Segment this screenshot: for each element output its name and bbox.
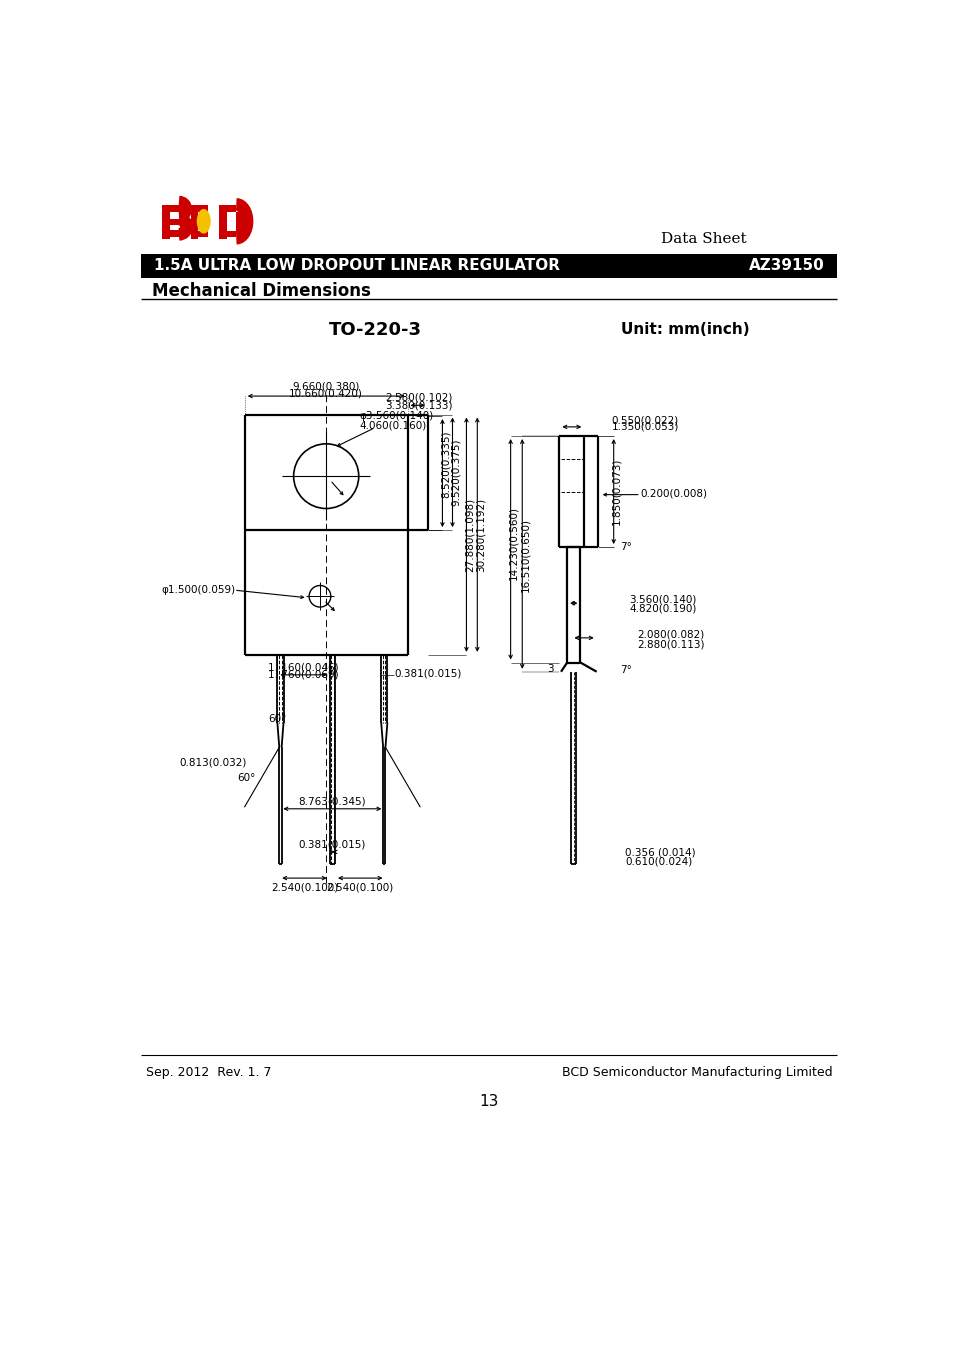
Bar bbox=[219, 205, 227, 239]
Bar bbox=[170, 219, 179, 225]
Bar bbox=[162, 205, 170, 239]
Text: 1.850(0.073): 1.850(0.073) bbox=[611, 458, 621, 525]
Text: AZ39150: AZ39150 bbox=[748, 258, 823, 274]
Text: 60°: 60° bbox=[236, 774, 255, 783]
Text: 8.763(0.345): 8.763(0.345) bbox=[298, 796, 366, 806]
Text: 16.510(0.650): 16.510(0.650) bbox=[519, 518, 530, 593]
Text: 9.660(0.380): 9.660(0.380) bbox=[293, 381, 359, 392]
Text: 0.200(0.008): 0.200(0.008) bbox=[640, 489, 707, 498]
Text: 3: 3 bbox=[546, 664, 553, 674]
Text: TO-220-3: TO-220-3 bbox=[328, 321, 421, 339]
Text: φ1.500(0.059): φ1.500(0.059) bbox=[162, 585, 235, 595]
Text: 14.230(0.560): 14.230(0.560) bbox=[508, 506, 518, 580]
Text: 2.080(0.082): 2.080(0.082) bbox=[637, 630, 703, 640]
Text: 3.380(0.133): 3.380(0.133) bbox=[385, 401, 453, 410]
Text: 0.381(0.015): 0.381(0.015) bbox=[394, 668, 461, 678]
Bar bbox=[141, 254, 836, 278]
Text: 30.280(1.192): 30.280(1.192) bbox=[475, 498, 485, 572]
Text: 2.880(0.113): 2.880(0.113) bbox=[637, 639, 703, 649]
Text: 3.560(0.140): 3.560(0.140) bbox=[629, 594, 696, 605]
Text: Unit: mm(inch): Unit: mm(inch) bbox=[620, 323, 748, 338]
Bar bbox=[227, 205, 236, 212]
Text: 1.350(0.053): 1.350(0.053) bbox=[611, 423, 678, 432]
Text: 1. 760(0.069): 1. 760(0.069) bbox=[268, 670, 338, 680]
Text: 10.660(0.420): 10.660(0.420) bbox=[289, 389, 363, 398]
Bar bbox=[170, 230, 179, 238]
Text: 0.550(0.022): 0.550(0.022) bbox=[611, 416, 678, 425]
Text: 2.540(0.100): 2.540(0.100) bbox=[326, 883, 394, 892]
Bar bbox=[236, 212, 242, 232]
Text: 13: 13 bbox=[478, 1094, 498, 1108]
Text: 7°: 7° bbox=[619, 666, 631, 675]
Text: 1.5A ULTRA LOW DROPOUT LINEAR REGULATOR: 1.5A ULTRA LOW DROPOUT LINEAR REGULATOR bbox=[154, 258, 559, 274]
Bar bbox=[198, 231, 208, 238]
Bar bbox=[227, 231, 236, 238]
Text: 8.520(0.335): 8.520(0.335) bbox=[440, 431, 450, 498]
Text: 27.880(1.098): 27.880(1.098) bbox=[464, 498, 474, 572]
Text: 9.520(0.375): 9.520(0.375) bbox=[450, 439, 460, 506]
Text: 0.610(0.024): 0.610(0.024) bbox=[624, 857, 692, 867]
Text: 0.381(0.015): 0.381(0.015) bbox=[298, 840, 366, 849]
Bar bbox=[170, 205, 179, 212]
Text: 4.820(0.190): 4.820(0.190) bbox=[629, 603, 696, 614]
Text: 0.813(0.032): 0.813(0.032) bbox=[179, 757, 247, 768]
Bar bbox=[198, 205, 208, 212]
Ellipse shape bbox=[196, 209, 211, 234]
Text: 4.060(0.160): 4.060(0.160) bbox=[359, 420, 426, 431]
Text: φ3.560(0.140): φ3.560(0.140) bbox=[359, 412, 434, 421]
Text: 2.540(0.100): 2.540(0.100) bbox=[271, 883, 337, 892]
Text: Mechanical Dimensions: Mechanical Dimensions bbox=[152, 282, 371, 300]
Text: 60°: 60° bbox=[268, 714, 286, 725]
Text: 7°: 7° bbox=[619, 541, 631, 552]
Text: 1. 160(0.046): 1. 160(0.046) bbox=[268, 662, 338, 672]
Bar bbox=[191, 205, 198, 239]
Text: Data Sheet: Data Sheet bbox=[660, 232, 746, 246]
Text: 2.580(0.102): 2.580(0.102) bbox=[385, 393, 453, 402]
Text: BCD Semiconductor Manufacturing Limited: BCD Semiconductor Manufacturing Limited bbox=[561, 1065, 831, 1079]
Text: 0.356 (0.014): 0.356 (0.014) bbox=[624, 848, 696, 857]
Text: Sep. 2012  Rev. 1. 7: Sep. 2012 Rev. 1. 7 bbox=[146, 1065, 272, 1079]
